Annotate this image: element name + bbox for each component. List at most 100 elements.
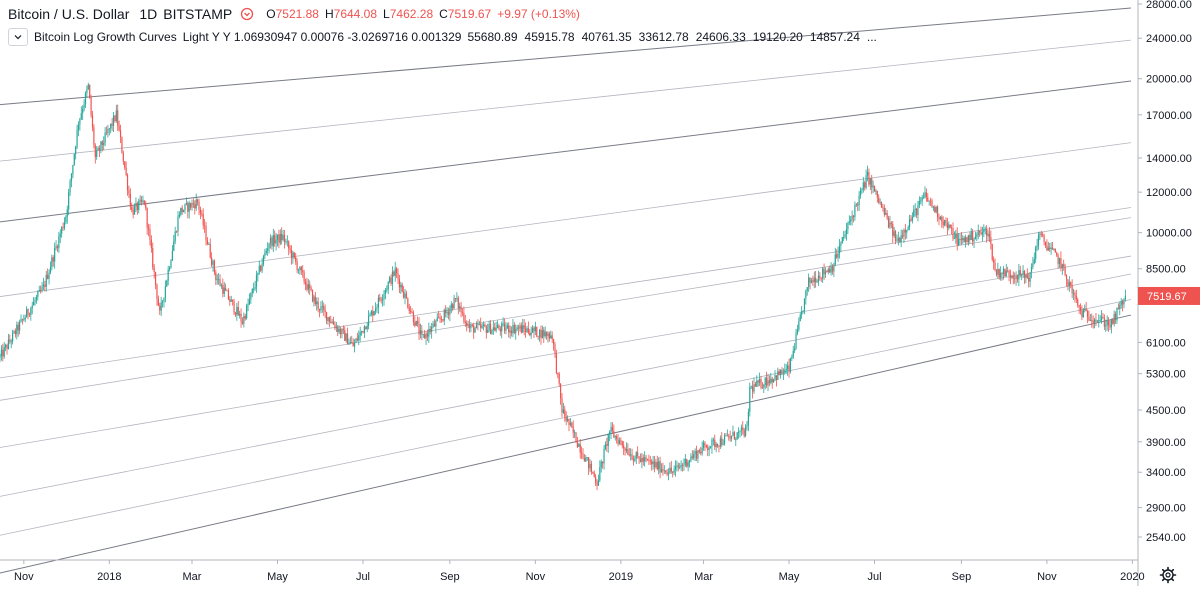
candle bbox=[247, 298, 249, 312]
candle bbox=[164, 280, 166, 303]
candle bbox=[400, 281, 402, 294]
candle bbox=[672, 471, 674, 478]
candle bbox=[1078, 304, 1080, 314]
candle bbox=[548, 331, 550, 342]
x-tick-label: 2018 bbox=[97, 571, 121, 583]
candle bbox=[822, 266, 824, 283]
candle bbox=[1098, 314, 1100, 328]
candle bbox=[34, 297, 36, 306]
candle bbox=[317, 297, 319, 313]
candle bbox=[131, 202, 133, 213]
candle bbox=[432, 320, 434, 329]
candle bbox=[969, 232, 971, 244]
candle bbox=[251, 288, 253, 298]
candle bbox=[928, 200, 930, 206]
candle bbox=[268, 242, 270, 254]
candle bbox=[1116, 307, 1118, 324]
indicator-name[interactable]: Bitcoin Log Growth Curves bbox=[34, 30, 177, 44]
candle bbox=[939, 216, 941, 221]
open-value: O7521.88 bbox=[266, 7, 319, 21]
candle bbox=[52, 255, 54, 267]
candle bbox=[802, 310, 804, 314]
candle bbox=[866, 165, 869, 182]
candle bbox=[946, 217, 948, 235]
candle bbox=[248, 293, 251, 306]
time-axis[interactable]: Nov 2018 Mar May Jul Sep Nov 2019 Mar May Jul Sep No… bbox=[14, 560, 1145, 583]
candle bbox=[316, 297, 318, 311]
candle bbox=[419, 323, 422, 339]
candle bbox=[676, 460, 678, 472]
candle bbox=[338, 325, 340, 335]
indicator-toggle[interactable] bbox=[8, 28, 28, 46]
candle bbox=[356, 332, 358, 342]
candle bbox=[770, 372, 772, 385]
candle bbox=[823, 263, 825, 281]
candle bbox=[447, 307, 450, 320]
candle bbox=[143, 200, 145, 206]
candle bbox=[292, 250, 294, 264]
candle bbox=[606, 437, 608, 452]
candle bbox=[630, 448, 632, 461]
candle bbox=[366, 321, 368, 333]
candle bbox=[635, 451, 637, 465]
candle bbox=[787, 361, 789, 376]
candle bbox=[540, 325, 542, 345]
candle bbox=[813, 271, 815, 289]
candle bbox=[121, 136, 123, 154]
candle bbox=[145, 200, 147, 211]
candle bbox=[628, 448, 630, 457]
interval-label[interactable]: 1D bbox=[139, 6, 158, 22]
x-tick-label: Mar bbox=[183, 571, 202, 583]
candle bbox=[445, 305, 447, 318]
candle bbox=[716, 443, 719, 448]
candle bbox=[410, 305, 412, 315]
last-price-tag: 7519.67 bbox=[1138, 286, 1200, 305]
candle bbox=[966, 236, 968, 245]
candle bbox=[376, 304, 378, 313]
candle bbox=[747, 408, 749, 432]
indicator-row: Bitcoin Log Growth Curves Light Y Y 1.06… bbox=[8, 28, 1128, 46]
candle bbox=[1075, 289, 1077, 304]
candle bbox=[991, 243, 993, 262]
candle bbox=[780, 369, 782, 379]
price-tag-bg bbox=[1138, 286, 1200, 305]
candle bbox=[829, 265, 831, 273]
candle bbox=[1047, 241, 1049, 251]
candle bbox=[471, 323, 473, 328]
candle bbox=[428, 322, 430, 344]
growth-curve-9 bbox=[0, 299, 1132, 536]
candle bbox=[187, 201, 189, 219]
candle bbox=[282, 229, 284, 242]
candle bbox=[621, 440, 623, 449]
candle bbox=[942, 216, 944, 229]
candle bbox=[1039, 231, 1041, 240]
candle bbox=[170, 259, 172, 269]
candle bbox=[188, 200, 190, 219]
y-tick-label: 8500.00 bbox=[1146, 264, 1186, 276]
candle bbox=[365, 326, 367, 330]
candle bbox=[695, 445, 698, 462]
candle bbox=[1096, 319, 1098, 323]
candle bbox=[1106, 315, 1108, 331]
candle bbox=[634, 455, 636, 463]
candle bbox=[173, 234, 175, 252]
gear-icon[interactable] bbox=[1159, 566, 1177, 584]
candle bbox=[617, 434, 619, 447]
candle bbox=[550, 330, 552, 339]
candle bbox=[775, 375, 778, 387]
candle bbox=[443, 308, 445, 326]
candle bbox=[872, 180, 874, 194]
candle bbox=[670, 460, 672, 474]
candle bbox=[160, 297, 162, 316]
candle bbox=[965, 234, 967, 248]
chevron-down-icon[interactable] bbox=[240, 7, 254, 21]
price-axis[interactable]: 28000.00 24000.00 20000.00 17000.00 14000.00… bbox=[1138, 0, 1192, 544]
candle bbox=[900, 229, 902, 248]
candle bbox=[177, 211, 179, 237]
candle bbox=[673, 465, 675, 476]
candle bbox=[722, 439, 724, 446]
symbol-name[interactable]: Bitcoin / U.S. Dollar bbox=[8, 6, 130, 22]
candle bbox=[665, 470, 667, 475]
y-tick-label: 5300.00 bbox=[1146, 369, 1186, 381]
